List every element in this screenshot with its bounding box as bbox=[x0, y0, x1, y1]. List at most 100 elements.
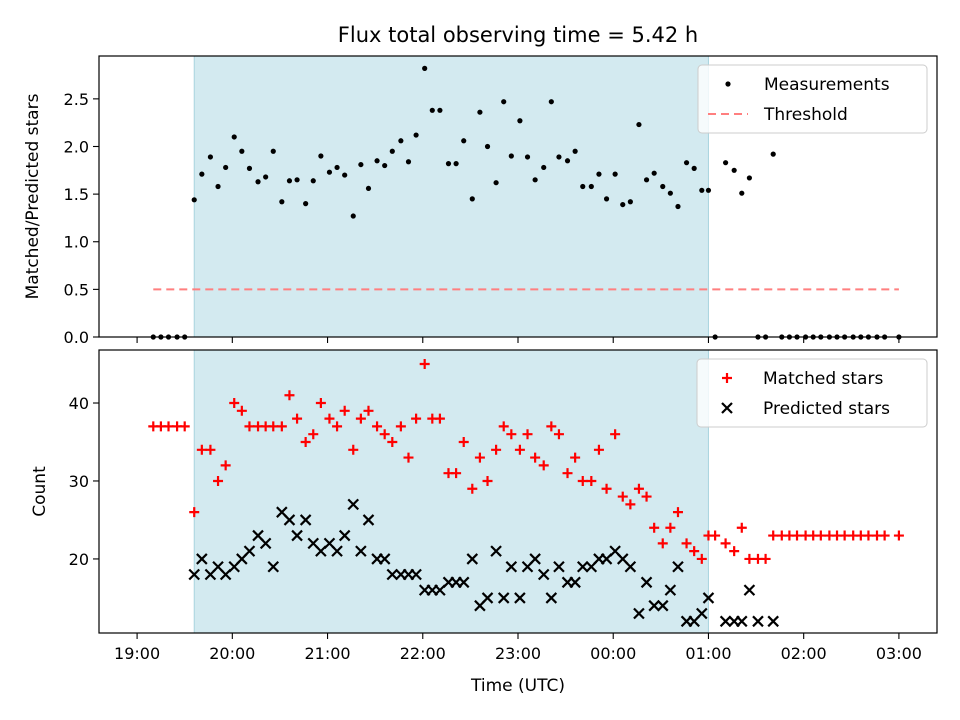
matched-star-point bbox=[458, 436, 469, 447]
measurement-point bbox=[469, 196, 475, 202]
y-tick-label: 1.5 bbox=[64, 185, 89, 204]
matched-star-point bbox=[244, 421, 255, 432]
predicted-star-point bbox=[410, 568, 422, 581]
measurement-point bbox=[382, 162, 388, 169]
predicted-star-point bbox=[378, 553, 391, 565]
predicted-star-point bbox=[299, 514, 312, 526]
observing-window-shade bbox=[193, 349, 709, 634]
measurement-point bbox=[556, 154, 562, 160]
measurement-point bbox=[246, 165, 253, 171]
matched-star-point bbox=[451, 468, 462, 479]
x-tick-label: 03:00 bbox=[876, 644, 922, 663]
predicted-star-point bbox=[576, 560, 589, 573]
predicted-star-point bbox=[497, 592, 510, 604]
legend-x-swatch bbox=[721, 402, 733, 414]
y-tick-label: 0.0 bbox=[64, 328, 89, 347]
matched-star-point bbox=[577, 475, 588, 486]
measurement-point bbox=[398, 138, 404, 144]
measurement-point bbox=[453, 161, 459, 167]
matched-star-point bbox=[276, 421, 287, 432]
predicted-star-point bbox=[648, 599, 660, 612]
x-tick-label: 20:00 bbox=[209, 644, 255, 663]
predicted-star-point bbox=[736, 615, 748, 628]
measurement-point bbox=[588, 183, 594, 190]
matched-star-point bbox=[625, 499, 636, 510]
matched-star-point bbox=[506, 429, 517, 440]
matched-star-point bbox=[562, 468, 573, 479]
matched-star-point bbox=[530, 452, 541, 463]
measurement-point bbox=[279, 199, 285, 205]
measurement-point bbox=[722, 160, 729, 166]
x-tick-label: 23:00 bbox=[495, 644, 541, 663]
matched-star-point bbox=[546, 421, 557, 432]
y-tick-label: 40 bbox=[69, 394, 89, 413]
predicted-star-point bbox=[537, 568, 550, 581]
measurement-point bbox=[746, 175, 753, 181]
matched-star-point bbox=[236, 405, 247, 416]
measurement-point bbox=[365, 185, 372, 192]
measurement-point bbox=[636, 121, 642, 128]
legend-box bbox=[697, 64, 928, 134]
matched-star-point bbox=[379, 429, 390, 440]
predicted-star-point bbox=[553, 560, 565, 573]
matched-star-point bbox=[163, 421, 174, 432]
measurement-point bbox=[532, 177, 538, 183]
predicted-star-point bbox=[457, 576, 470, 589]
measurement-point bbox=[389, 148, 395, 154]
measurement-point bbox=[580, 183, 586, 190]
predicted-star-point bbox=[672, 560, 684, 573]
measurement-point bbox=[484, 143, 491, 150]
matched-star-point bbox=[411, 413, 422, 424]
top-panel-legend: Measurements Threshold bbox=[697, 64, 928, 134]
matched-star-point bbox=[522, 429, 533, 440]
measurement-point bbox=[493, 180, 499, 186]
measurement-point bbox=[612, 171, 618, 177]
predicted-star-point bbox=[331, 545, 343, 557]
measurement-point bbox=[263, 174, 269, 180]
measurement-point bbox=[524, 154, 531, 160]
matched-star-point bbox=[196, 444, 207, 455]
predicted-star-point bbox=[767, 615, 779, 628]
matched-star-point bbox=[681, 538, 692, 549]
matched-star-point bbox=[689, 546, 700, 557]
matched-star-point bbox=[641, 491, 652, 502]
matched-star-point bbox=[482, 475, 493, 486]
measurement-point bbox=[342, 172, 348, 178]
measurement-point bbox=[603, 196, 610, 202]
matched-star-point bbox=[760, 553, 771, 564]
measurement-point bbox=[596, 171, 602, 177]
measurement-point bbox=[318, 153, 324, 159]
bottom-panel-y-axis-label: Count bbox=[30, 466, 50, 517]
predicted-star-point bbox=[355, 545, 367, 557]
measurement-point bbox=[508, 153, 514, 159]
matched-star-point bbox=[348, 444, 359, 455]
matched-star-point bbox=[553, 429, 564, 440]
matched-star-point bbox=[744, 553, 755, 564]
measurement-point bbox=[705, 187, 712, 193]
measurement-point bbox=[199, 171, 205, 177]
matched-star-point bbox=[292, 413, 303, 424]
measurement-point bbox=[294, 177, 300, 183]
predicted-star-point bbox=[188, 568, 201, 581]
measurement-point bbox=[699, 187, 705, 193]
y-tick-label: 1.0 bbox=[64, 233, 89, 252]
matched-star-point bbox=[363, 405, 374, 416]
measurement-point bbox=[310, 178, 316, 184]
measurement-point bbox=[358, 161, 364, 168]
measurement-point bbox=[517, 118, 523, 124]
measurement-point bbox=[207, 154, 214, 160]
measurement-point bbox=[691, 165, 697, 171]
measurement-point bbox=[770, 151, 776, 157]
measurement-point bbox=[231, 134, 237, 140]
matched-star-point bbox=[617, 491, 628, 502]
matched-star-point bbox=[586, 475, 597, 486]
predicted-star-point bbox=[291, 529, 303, 542]
y-tick-label: 2.5 bbox=[64, 90, 89, 109]
matched-star-point bbox=[332, 421, 343, 432]
matched-star-point bbox=[601, 483, 612, 494]
figure-title: Flux total observing time = 5.42 h bbox=[338, 23, 698, 47]
predicted-star-point bbox=[633, 607, 645, 620]
matched-star-point bbox=[324, 413, 335, 424]
matched-star-point bbox=[339, 405, 350, 416]
